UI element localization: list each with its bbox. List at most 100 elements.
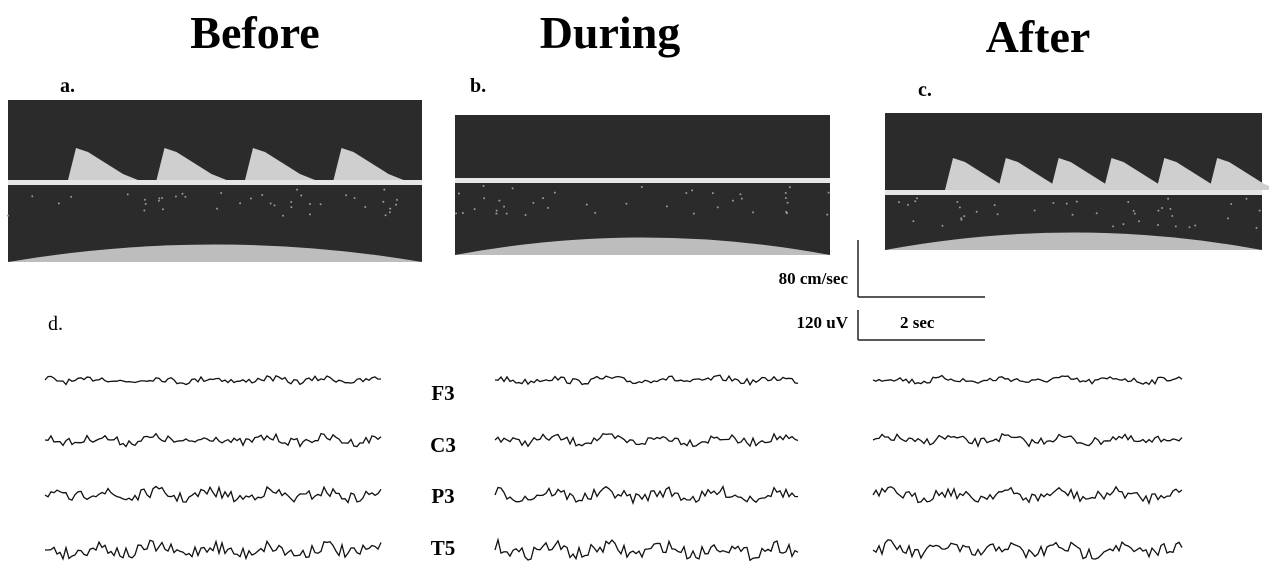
doppler-speckle: [665, 205, 668, 208]
doppler-speckle: [1255, 226, 1258, 229]
eeg-trace: [494, 484, 799, 506]
doppler-speckle: [784, 196, 787, 199]
doppler-lower-edge: [8, 244, 422, 262]
doppler-speckle: [269, 202, 272, 205]
doppler-speckle: [503, 205, 506, 208]
doppler-speckle: [685, 191, 688, 194]
doppler-speckle: [473, 208, 476, 211]
doppler-speckle: [308, 202, 311, 205]
doppler-background: [455, 115, 830, 255]
doppler-speckle: [184, 195, 187, 198]
doppler-speckle: [897, 201, 900, 204]
channel-label: P3: [431, 484, 454, 508]
doppler-speckle: [457, 192, 460, 195]
doppler-speckle: [161, 197, 164, 200]
doppler-speckle: [57, 202, 60, 205]
doppler-beat: [1209, 158, 1269, 190]
doppler-speckle: [239, 202, 242, 205]
doppler-speckle: [585, 203, 588, 206]
doppler-speckle: [261, 193, 264, 196]
doppler-speckle: [495, 209, 498, 212]
doppler-speckle: [282, 214, 285, 217]
doppler-speckle: [640, 185, 643, 188]
doppler-speckle: [174, 195, 177, 198]
doppler-speckle: [483, 197, 486, 200]
doppler-speckle: [731, 199, 734, 202]
doppler-speckle: [532, 201, 535, 204]
doppler-speckle: [353, 196, 356, 199]
doppler-speckle: [711, 192, 714, 195]
doppler-speckle: [739, 193, 742, 196]
doppler-speckle: [1112, 225, 1115, 228]
doppler-baseline: [8, 180, 422, 185]
column-title: Before: [190, 7, 319, 58]
doppler-speckle: [963, 215, 966, 218]
doppler-speckle: [395, 198, 398, 201]
doppler-speckle: [691, 189, 694, 192]
doppler-speckle: [752, 211, 755, 214]
doppler-speckle: [144, 202, 147, 205]
panel-label: b.: [470, 75, 486, 97]
doppler-beat: [333, 148, 404, 180]
doppler-lower-edge: [885, 232, 1262, 250]
scale-bars: [857, 240, 985, 341]
eeg-trace: [872, 374, 1183, 386]
doppler-beat: [68, 148, 138, 180]
channel-label: C3: [430, 433, 456, 457]
doppler-speckle: [975, 210, 978, 213]
doppler-speckle: [1171, 215, 1174, 218]
doppler-beat: [1156, 158, 1227, 190]
doppler-beat: [1050, 158, 1121, 190]
doppler-speckle: [143, 198, 146, 201]
doppler-speckle: [941, 224, 944, 227]
scale-label: 2 sec: [900, 313, 935, 332]
doppler-speckle: [216, 207, 219, 210]
doppler-speckle: [1071, 213, 1074, 216]
doppler-beat: [997, 158, 1068, 190]
doppler-speckle: [993, 204, 996, 207]
doppler-speckle: [594, 211, 597, 214]
doppler-speckle: [295, 188, 298, 191]
doppler-speckle: [345, 194, 348, 197]
panel-label: c.: [918, 79, 932, 101]
doppler-speckle: [960, 217, 963, 220]
doppler-beat: [156, 148, 227, 180]
doppler-speckle: [826, 213, 829, 216]
doppler-speckle: [161, 208, 164, 211]
eeg-trace: [494, 432, 799, 448]
panel-label: a.: [60, 75, 75, 97]
doppler-lower-edge: [455, 237, 830, 255]
doppler-speckle: [395, 203, 398, 206]
eeg-trace: [872, 539, 1183, 560]
doppler-speckle: [273, 204, 276, 207]
doppler-speckle: [482, 185, 485, 188]
doppler-speckle: [1169, 207, 1172, 210]
doppler-speckle: [1230, 202, 1233, 205]
doppler-speckle: [455, 212, 458, 215]
doppler-speckle: [524, 214, 527, 217]
doppler-beat: [945, 158, 1015, 190]
eeg-trace: [44, 485, 382, 504]
doppler-speckle: [495, 212, 498, 215]
doppler-speckle: [625, 202, 628, 205]
eeg-traces: [44, 374, 1183, 562]
doppler-speckle: [290, 201, 293, 204]
doppler-speckle: [382, 200, 385, 203]
channel-label: F3: [431, 381, 454, 405]
doppler-speckle: [1245, 197, 1248, 200]
doppler-speckle: [547, 206, 550, 209]
doppler-speckle: [220, 191, 223, 194]
doppler-speckle: [7, 214, 10, 217]
doppler-speckle: [181, 192, 184, 195]
doppler-speckle: [1138, 220, 1141, 223]
doppler-speckle: [158, 197, 161, 200]
doppler-speckle: [389, 207, 392, 210]
doppler-speckle: [784, 192, 787, 195]
doppler-speckle: [308, 213, 311, 216]
doppler-speckle: [1127, 201, 1130, 204]
doppler-speckle: [1122, 223, 1125, 226]
eeg-trace: [45, 539, 382, 561]
doppler-speckle: [1075, 200, 1078, 203]
eeg-trace: [872, 432, 1183, 448]
